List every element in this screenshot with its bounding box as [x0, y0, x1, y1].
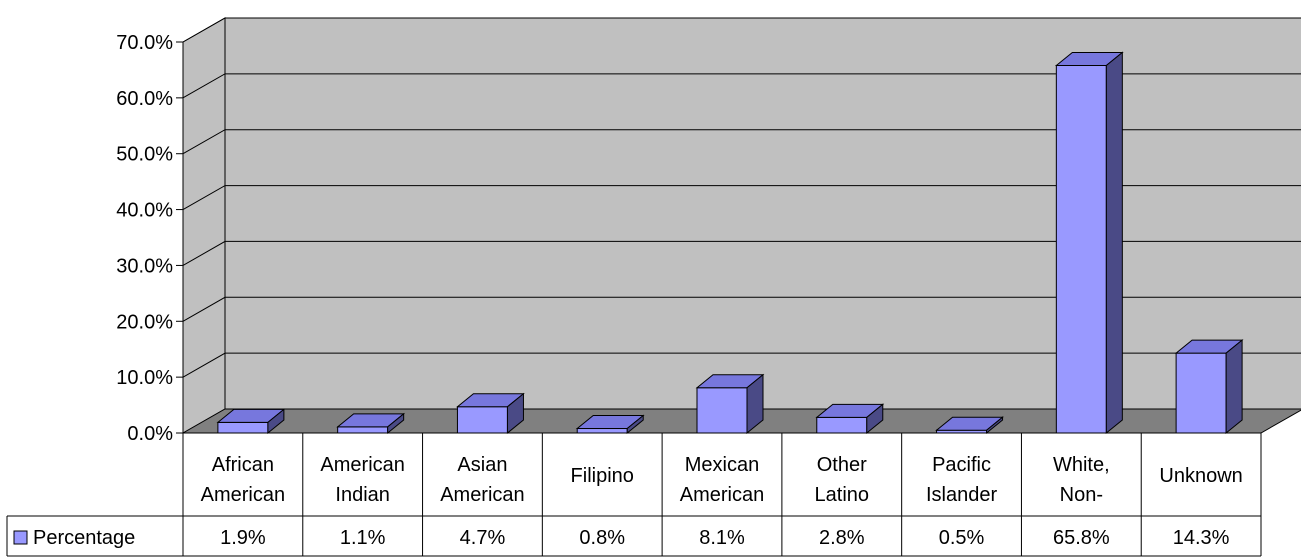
bar	[935, 416, 1004, 435]
x-tick-label: Pacific	[932, 454, 991, 476]
gridline	[182, 185, 1301, 211]
bar	[575, 414, 645, 435]
back-wall	[224, 17, 1301, 410]
gridline	[182, 296, 1301, 322]
x-tick-label: African	[212, 454, 274, 476]
legend-swatch	[13, 530, 28, 545]
bar	[1174, 339, 1244, 435]
bar-front	[337, 426, 389, 434]
y-tick-label: 60.0%	[116, 88, 173, 110]
x-tick-label: Mexican	[685, 454, 759, 476]
bar	[695, 373, 765, 435]
y-tick-label: 70.0%	[116, 32, 173, 54]
data-label: 14.3%	[1173, 527, 1230, 549]
x-tick-label: Other	[817, 454, 867, 476]
data-label: 0.8%	[579, 527, 625, 549]
x-tick-label: American	[680, 484, 764, 506]
bar-front	[217, 421, 269, 434]
y-tick-label: 30.0%	[116, 255, 173, 277]
bar-front	[456, 406, 508, 434]
bar-front	[816, 416, 868, 434]
bar-side	[626, 414, 644, 435]
gridline	[182, 352, 1301, 378]
x-tick-label: Indian	[335, 484, 390, 506]
bar-side	[506, 392, 524, 435]
data-label: 2.8%	[819, 527, 865, 549]
bar-front	[1055, 64, 1107, 434]
gridlines	[182, 17, 1301, 378]
gridline	[182, 129, 1301, 155]
bar-side	[1225, 339, 1243, 435]
bar	[216, 408, 286, 435]
y-tick-label: 10.0%	[116, 367, 173, 389]
gridline	[182, 73, 1301, 99]
y-axis: 0.0% 10.0% 20.0% 30.0% 40.0% 50.0% 60.0% 70.0%	[116, 32, 184, 445]
legend-label: Percentage	[33, 527, 135, 549]
x-tick-label: American	[320, 454, 404, 476]
gridline	[182, 17, 1301, 43]
y-tick-label: 40.0%	[116, 200, 173, 222]
y-tick-label: 0.0%	[127, 423, 173, 445]
chart-walls	[181, 17, 1301, 434]
x-tick-label: Unknown	[1159, 465, 1242, 487]
bar-side	[1105, 51, 1123, 435]
bar-front	[576, 428, 628, 434]
bar-side	[866, 403, 884, 435]
x-tick-label: White,	[1053, 454, 1110, 476]
bar-side	[387, 412, 405, 435]
bar-side	[986, 416, 1004, 435]
x-tick-label: Latino	[815, 484, 870, 506]
bar	[815, 403, 885, 435]
data-label: 4.7%	[460, 527, 506, 549]
x-tick-label: American	[201, 484, 285, 506]
side-wall	[182, 17, 226, 434]
x-tick-label: Non-	[1060, 484, 1103, 506]
y-tick-label: 20.0%	[116, 311, 173, 333]
gridline	[182, 240, 1301, 266]
bar-side	[746, 373, 764, 435]
x-tick-label: Filipino	[571, 465, 634, 487]
bar	[456, 392, 525, 435]
data-table: African American American Indian Asian Americ…	[6, 433, 1262, 557]
data-label: 65.8%	[1053, 527, 1110, 549]
bar	[336, 412, 406, 435]
x-tick-label: American	[440, 484, 524, 506]
bar-front	[1175, 352, 1227, 434]
bar-side	[267, 408, 285, 435]
y-tick-label: 50.0%	[116, 144, 173, 166]
x-tick-label: Islander	[926, 484, 997, 506]
data-label: 1.9%	[220, 527, 266, 549]
bar	[1054, 51, 1124, 435]
data-label: 1.1%	[340, 527, 386, 549]
data-label: 0.5%	[939, 527, 985, 549]
data-label: 8.1%	[699, 527, 745, 549]
bars	[216, 51, 1244, 435]
bar-front	[696, 387, 748, 434]
x-tick-label: Asian	[457, 454, 507, 476]
